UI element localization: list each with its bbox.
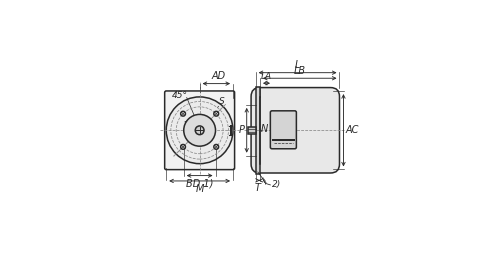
Text: L: L <box>295 60 300 70</box>
FancyBboxPatch shape <box>164 91 234 170</box>
Circle shape <box>214 111 218 116</box>
Text: M: M <box>196 183 204 194</box>
Text: AC: AC <box>346 125 359 135</box>
Text: N: N <box>261 124 268 134</box>
Circle shape <box>196 126 204 135</box>
Bar <box>248 126 256 134</box>
Text: AD: AD <box>211 71 226 81</box>
Text: LA: LA <box>261 72 272 81</box>
Circle shape <box>184 114 216 146</box>
Text: 2): 2) <box>272 180 281 189</box>
FancyBboxPatch shape <box>270 111 296 149</box>
Text: P: P <box>239 125 244 135</box>
FancyBboxPatch shape <box>251 87 340 173</box>
Bar <box>256 87 260 174</box>
Text: 45°: 45° <box>172 91 188 100</box>
Text: S: S <box>219 97 224 106</box>
Circle shape <box>180 144 186 149</box>
Text: BD 1): BD 1) <box>186 178 214 188</box>
Circle shape <box>166 97 233 164</box>
Circle shape <box>180 111 186 116</box>
Text: T: T <box>255 183 261 193</box>
Text: LB: LB <box>294 66 306 76</box>
Circle shape <box>214 144 218 149</box>
